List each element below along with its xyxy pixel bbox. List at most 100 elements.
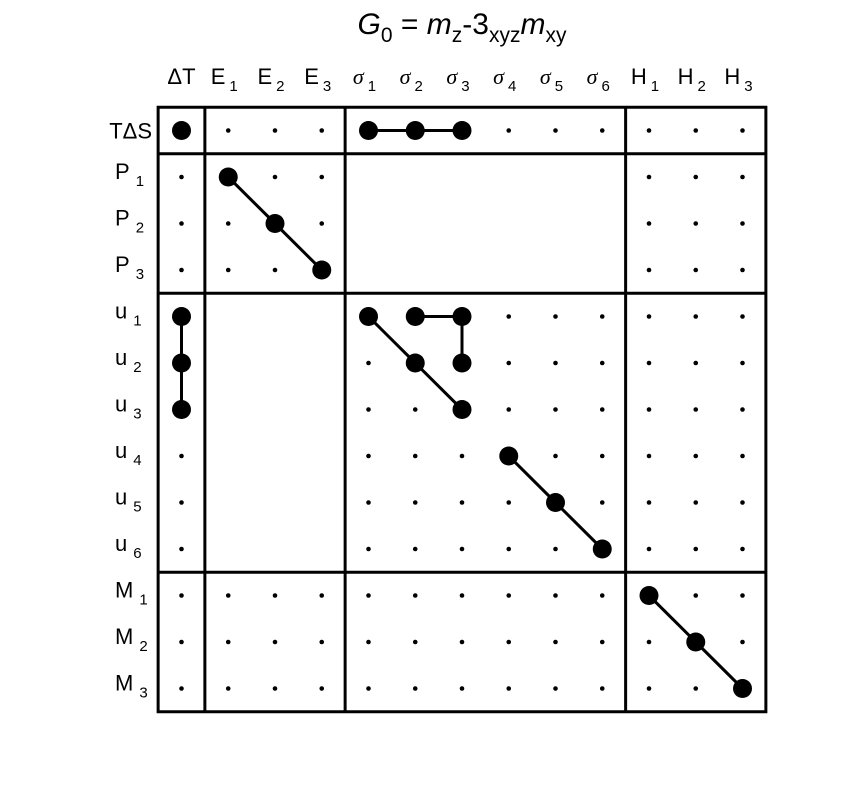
zero-coefficient-dot [693, 686, 699, 691]
zero-coefficient-dot [740, 453, 745, 459]
title-m2-sub: xy [545, 24, 567, 47]
zero-coefficient-dot [646, 174, 652, 180]
column-label-sub: 1 [229, 78, 237, 95]
row-label-base: u [115, 392, 127, 417]
coupling-link [273, 222, 323, 272]
zero-coefficient-dot [599, 314, 605, 319]
nonzero-coefficient [639, 586, 659, 605]
zero-coefficient-dot [599, 128, 605, 133]
zero-coefficient-dot [740, 128, 745, 133]
zero-coefficient-dot [599, 360, 605, 366]
nonzero-coefficient [172, 307, 191, 326]
column-label: ΔT [167, 64, 195, 89]
row-label-base: u [115, 485, 127, 510]
zero-coefficient-dot [366, 500, 371, 505]
zero-coefficient-dot [179, 593, 184, 598]
row-label-sub: 6 [133, 545, 141, 562]
zero-coefficient-dot [646, 221, 652, 226]
row-label-sub: 5 [133, 499, 141, 516]
zero-coefficient-dot [272, 593, 278, 598]
zero-coefficient-dot [693, 593, 699, 598]
zero-coefficient-dot [740, 267, 745, 273]
zero-coefficient-dot [553, 639, 558, 645]
zero-coefficient-dot [319, 128, 325, 133]
coupling-link [554, 501, 604, 551]
column-label-base: H [678, 64, 694, 89]
zero-coefficient-dot [599, 686, 605, 691]
nonzero-coefficient [546, 493, 565, 512]
zero-coefficient-dot [740, 546, 745, 552]
nonzero-coefficient [452, 353, 472, 373]
zero-coefficient-dot [740, 174, 745, 180]
zero-coefficient-dot [599, 639, 605, 645]
zero-coefficient-dot [646, 267, 652, 273]
zero-coefficient-dot [412, 546, 418, 552]
column-label-base: E [257, 64, 272, 89]
nonzero-coefficient [592, 539, 612, 559]
zero-coefficient-dot [740, 407, 745, 412]
column-label-base: ΔT [167, 64, 195, 89]
row-label-sub: 2 [136, 220, 144, 237]
zero-coefficient-dot [225, 639, 231, 645]
zero-coefficient-dot [553, 128, 558, 133]
matrix-frame [156, 105, 768, 714]
column-label-base: H [724, 64, 740, 89]
zero-coefficient-dot [179, 221, 184, 226]
zero-coefficient-dot [740, 314, 745, 319]
coupling-link [507, 454, 557, 504]
zero-coefficient-dot [272, 267, 278, 273]
column-label-sub: 3 [323, 78, 331, 95]
zero-coefficient-dot [366, 453, 371, 459]
zero-coefficient-dot [179, 639, 184, 645]
zero-coefficient-dot [412, 639, 418, 645]
column-label-base: H [631, 64, 647, 89]
zero-coefficient-dot [646, 500, 652, 505]
zero-coefficient-dot [412, 407, 418, 412]
title-equals: = [393, 8, 427, 41]
zero-coefficient-dot [366, 639, 371, 645]
zero-coefficient-dot [599, 407, 605, 412]
zero-coefficient-dot [179, 686, 184, 691]
row-label-base: TΔS [109, 119, 152, 144]
row-label-sub: 2 [139, 638, 147, 655]
zero-coefficient-dot [693, 314, 699, 319]
zero-coefficient-dot [693, 360, 699, 366]
zero-coefficient-dot [693, 407, 699, 412]
row-label: TΔS [109, 119, 152, 144]
zero-coefficient-dot [553, 453, 558, 459]
title-m2: m [520, 8, 545, 41]
zero-coefficient-dot [459, 639, 465, 645]
zero-coefficient-dot [366, 407, 371, 412]
zero-coefficient-dot [599, 593, 605, 598]
column-label-sub: 1 [368, 78, 376, 95]
column-label-sub: 6 [602, 78, 610, 95]
coupling-link [367, 315, 417, 365]
zero-coefficient-dot [646, 453, 652, 459]
row-label-sub: 4 [133, 452, 141, 469]
zero-coefficient-dot [412, 593, 418, 598]
zero-coefficient-dot [319, 174, 325, 180]
row-label-base: P [115, 252, 130, 277]
coupling-link [227, 175, 277, 225]
nonzero-coefficient [405, 121, 425, 140]
column-label-base: E [211, 64, 226, 89]
column-label-sub: 3 [461, 78, 469, 95]
column-labels: ΔT E 1 E 2 E 3 σ 1 σ 2 σ 3 σ 4 σ 5 σ 6 H 1 H 2 H 3 [167, 64, 752, 95]
zero-coefficient-dot [506, 639, 512, 645]
row-label-base: P [115, 206, 130, 231]
row-label-sub: 3 [136, 266, 144, 283]
column-label-base: σ [587, 64, 599, 89]
title-mid-sub: xyz [489, 24, 521, 47]
